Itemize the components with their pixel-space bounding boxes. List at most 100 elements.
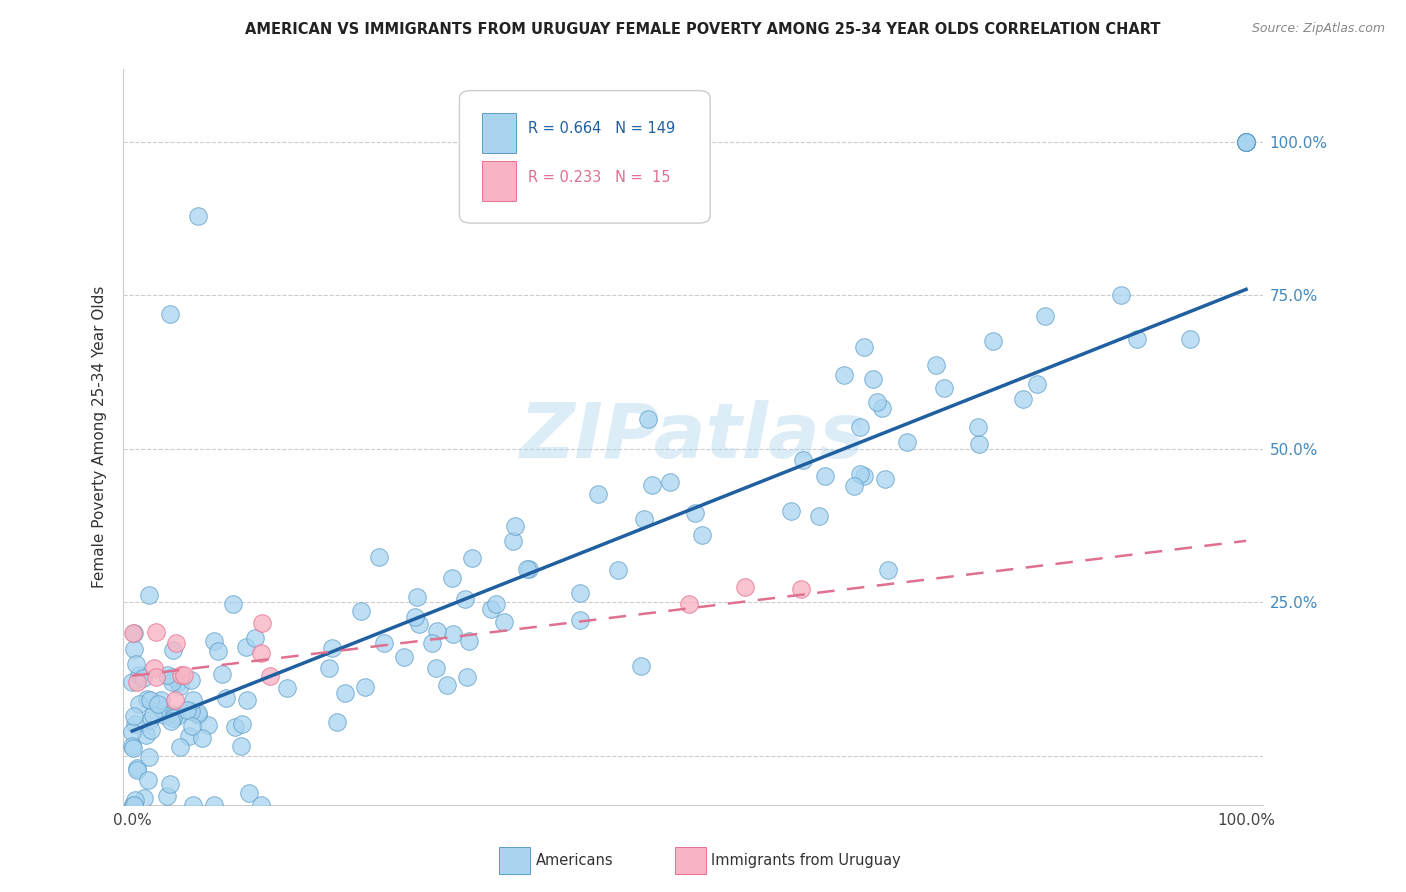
Point — [122, 641, 145, 656]
Text: AMERICAN VS IMMIGRANTS FROM URUGUAY FEMALE POVERTY AMONG 25-34 YEAR OLDS CORRELA: AMERICAN VS IMMIGRANTS FROM URUGUAY FEMA… — [245, 22, 1161, 37]
Point — [235, 640, 257, 654]
Point — [181, 719, 204, 733]
Point — [966, 420, 988, 434]
Point — [236, 692, 259, 706]
Point — [163, 708, 186, 723]
Point — [792, 453, 814, 467]
Point — [373, 636, 395, 650]
Point — [145, 625, 167, 640]
Point — [125, 761, 148, 775]
Point — [121, 741, 143, 756]
Point — [238, 786, 260, 800]
Point — [211, 667, 233, 681]
Point — [633, 511, 655, 525]
Point — [456, 670, 478, 684]
Point — [169, 679, 191, 693]
Point — [149, 693, 172, 707]
Point — [231, 739, 253, 753]
Point — [607, 563, 630, 577]
Point — [165, 636, 187, 650]
Point — [202, 634, 225, 648]
Point — [202, 797, 225, 812]
Point — [159, 777, 181, 791]
Point — [866, 395, 889, 409]
Point — [207, 644, 229, 658]
Text: ZIPatlas: ZIPatlas — [520, 400, 866, 474]
Point — [1234, 135, 1257, 149]
Point — [167, 675, 190, 690]
Point — [187, 707, 209, 722]
Point — [122, 626, 145, 640]
Point — [122, 626, 145, 640]
Point — [252, 615, 274, 630]
Point — [143, 661, 166, 675]
Point — [1234, 135, 1257, 149]
Bar — [482, 112, 516, 153]
Point — [440, 570, 463, 584]
Point — [408, 616, 430, 631]
Point — [690, 527, 713, 541]
Point — [569, 613, 592, 627]
Point — [139, 693, 162, 707]
Point — [121, 674, 143, 689]
Point — [162, 643, 184, 657]
Point — [425, 661, 447, 675]
Point — [321, 640, 343, 655]
Point — [215, 690, 238, 705]
Point — [170, 668, 193, 682]
Point — [121, 739, 143, 753]
Text: R = 0.233   N =  15: R = 0.233 N = 15 — [527, 170, 671, 185]
Point — [1126, 333, 1149, 347]
Point — [128, 668, 150, 682]
Point — [808, 509, 831, 524]
Point — [586, 487, 609, 501]
Point — [128, 698, 150, 712]
Point — [145, 670, 167, 684]
Point — [222, 597, 245, 611]
Point — [849, 467, 872, 481]
Point — [142, 708, 165, 723]
Point — [180, 704, 202, 718]
Point — [849, 420, 872, 434]
Point — [1234, 135, 1257, 149]
Point — [789, 582, 811, 597]
Point — [124, 716, 146, 731]
Point — [350, 604, 373, 618]
Point — [160, 670, 183, 684]
Point — [436, 678, 458, 692]
Point — [325, 714, 347, 729]
Point — [1234, 135, 1257, 149]
Point — [318, 661, 340, 675]
Point — [814, 469, 837, 483]
Point — [132, 791, 155, 805]
Point — [1234, 135, 1257, 149]
Text: Immigrants from Uruguay: Immigrants from Uruguay — [711, 854, 901, 868]
Point — [441, 627, 464, 641]
Point — [181, 797, 204, 812]
Point — [457, 634, 479, 648]
Point — [125, 674, 148, 689]
Point — [420, 635, 443, 649]
Point — [896, 434, 918, 449]
Point — [125, 657, 148, 671]
Point — [981, 334, 1004, 348]
Point — [853, 340, 876, 354]
Point — [1234, 135, 1257, 149]
Point — [1109, 287, 1132, 301]
Point — [249, 646, 271, 660]
Point — [516, 561, 538, 575]
Point — [852, 469, 875, 483]
Point — [124, 793, 146, 807]
Point — [870, 401, 893, 415]
Point — [568, 586, 591, 600]
Point — [179, 729, 201, 743]
Point — [135, 728, 157, 742]
Point — [122, 709, 145, 723]
Bar — [482, 161, 516, 201]
Point — [197, 718, 219, 732]
Point — [153, 707, 176, 722]
Point — [243, 631, 266, 645]
Point — [873, 472, 896, 486]
Point — [734, 580, 756, 594]
Point — [505, 519, 527, 533]
